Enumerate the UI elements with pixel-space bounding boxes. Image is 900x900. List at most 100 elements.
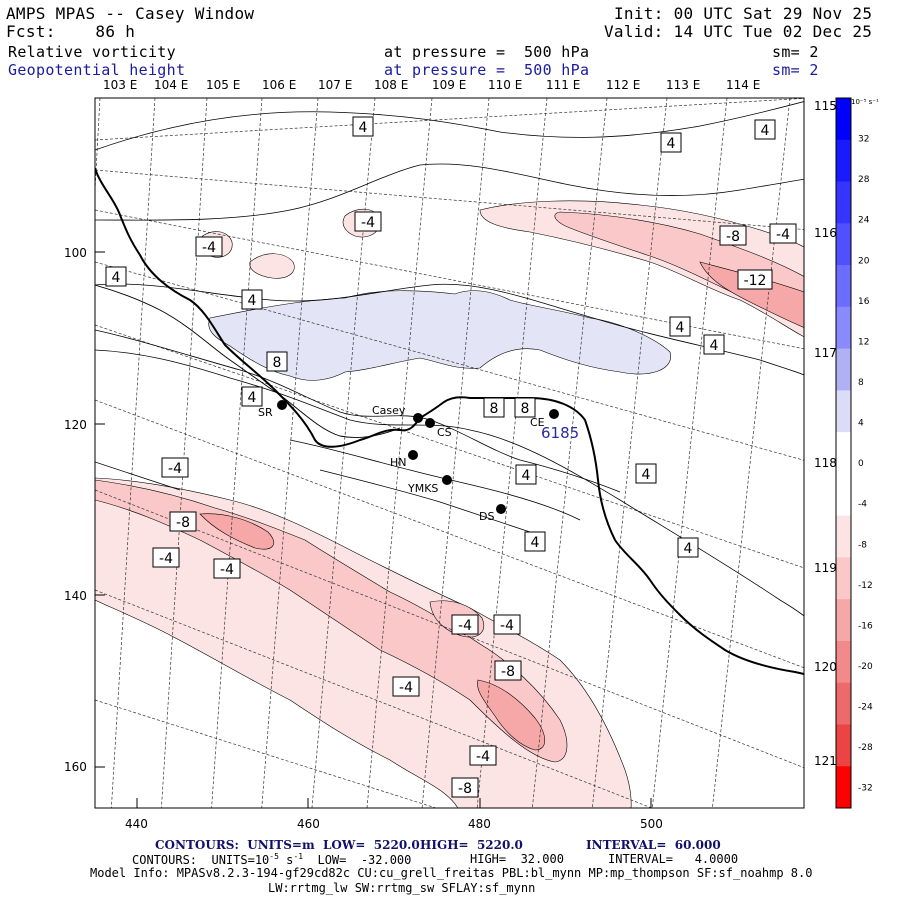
svg-text:4: 4 xyxy=(642,467,651,483)
vorticity-contour-interval: INTERVAL= 4.0000 xyxy=(608,852,739,866)
svg-text:4: 4 xyxy=(710,338,719,354)
vorticity-contour-info: CONTOURS: UNITS=10-5 s-1 LOW= -32.000 xyxy=(132,852,411,867)
vort-units-s: s xyxy=(278,853,294,867)
colorbar-tick-label: -8 xyxy=(858,540,867,550)
lon-label: 112 E xyxy=(606,78,640,92)
contour-label: -4 xyxy=(213,558,241,579)
contour-label: 4 xyxy=(352,116,374,137)
colorbar-tick-label: -12 xyxy=(858,581,873,591)
colorbar-swatch xyxy=(836,306,851,350)
positive-vorticity-region xyxy=(208,290,671,381)
field2-name: Geopotential height xyxy=(8,61,186,79)
contour-label: -4 xyxy=(769,223,797,244)
contour-label: -4 xyxy=(161,457,189,478)
svg-text:8: 8 xyxy=(490,401,499,417)
colorbar-tick-label: -28 xyxy=(858,743,873,753)
lon-label: 108 E xyxy=(374,78,408,92)
svg-text:-4: -4 xyxy=(361,215,375,231)
colorbar-tick-label: 32 xyxy=(858,135,869,145)
lon-label: 111 E xyxy=(546,78,580,92)
colorbar-tick-label: 28 xyxy=(858,175,870,185)
colorbar-tick-label: 8 xyxy=(858,378,864,388)
station-label: HN xyxy=(390,456,407,469)
stations: SR Casey CS HN YMKS DS CE 6185 xyxy=(258,400,579,523)
svg-text:-8: -8 xyxy=(458,781,472,797)
station-marker xyxy=(408,450,418,460)
lon-label: 114 E xyxy=(726,78,760,92)
y-tick-label: 140 xyxy=(64,589,87,603)
contour-label: -4 xyxy=(451,614,479,635)
svg-text:-4: -4 xyxy=(776,227,790,243)
vorticity-contour-high: HIGH= 32.000 xyxy=(470,852,564,866)
colorbar-tick-label: 12 xyxy=(858,337,869,347)
colorbar-tick-label: -16 xyxy=(858,621,873,631)
colorbar-swatch xyxy=(836,223,851,266)
x-tick-label: 460 xyxy=(297,817,320,831)
vort-units-exp: -5 xyxy=(269,852,279,861)
colorbar-swatch xyxy=(836,724,851,767)
height-contour-high: HIGH= 5220.0 xyxy=(420,838,523,852)
contour-label: 4 xyxy=(660,132,682,153)
svg-text:4: 4 xyxy=(112,270,121,286)
contour-labels: 4 4 -4 -4 4 4 -4 -8 -12 4 4 4 8 4 8 8 -4… xyxy=(105,116,797,798)
station-label: CE xyxy=(530,416,545,429)
colorbar-swatch xyxy=(836,98,851,141)
lon-label: 109 E xyxy=(432,78,466,92)
colorbar-unit: 10⁻⁵ s⁻¹ xyxy=(851,98,879,106)
lon-label: 106 E xyxy=(262,78,296,92)
contour-label: 4 xyxy=(703,334,725,355)
station-label: DS xyxy=(479,510,494,523)
lon-label: 105 E xyxy=(206,78,240,92)
contour-label: -12 xyxy=(737,269,773,290)
contour-label: 8 xyxy=(266,351,288,372)
contour-label: -8 xyxy=(169,511,197,532)
station-marker xyxy=(413,413,423,423)
colorbar-tick-label: 4 xyxy=(858,419,864,429)
colorbar-swatch xyxy=(836,473,851,517)
contour-label: -8 xyxy=(494,660,522,681)
left-axis: 100 120 140 160 xyxy=(64,246,105,774)
colorbar-tick-label: 24 xyxy=(858,216,870,226)
svg-text:8: 8 xyxy=(273,355,282,371)
field1-level: at pressure = 500 hPa xyxy=(384,43,590,61)
svg-text:-4: -4 xyxy=(159,551,173,567)
contour-label: 8 xyxy=(483,397,505,418)
contour-label: 4 xyxy=(754,119,776,140)
colorbar-swatch xyxy=(836,557,851,600)
svg-text:-8: -8 xyxy=(176,515,190,531)
contour-label: 8 xyxy=(514,397,536,418)
svg-text:4: 4 xyxy=(684,541,693,557)
contour-label: -4 xyxy=(152,547,180,568)
vort-units-exp2: -1 xyxy=(293,852,304,861)
model-info-2: LW:rrtmg_lw SW:rrtmg_sw SFLAY:sf_mynn xyxy=(268,881,536,895)
contour-label: -4 xyxy=(493,614,521,635)
y-tick-label: 100 xyxy=(64,246,87,260)
svg-text:-4: -4 xyxy=(500,618,514,634)
contour-label: 4 xyxy=(105,266,127,287)
contour-label: -4 xyxy=(354,211,382,232)
contour-label: 4 xyxy=(677,537,699,558)
station-label: CS xyxy=(437,426,452,439)
plot-frame xyxy=(94,97,805,809)
negative-vorticity-blob xyxy=(249,253,295,279)
height-contour-interval-value: INTERVAL= 60.000 xyxy=(586,838,721,852)
colorbar-swatch xyxy=(836,432,851,475)
colorbar-swatch xyxy=(836,139,851,183)
svg-text:8: 8 xyxy=(521,401,530,417)
lon-label: 110 E xyxy=(488,78,522,92)
contour-label: 4 xyxy=(524,531,546,552)
contour-label: 4 xyxy=(241,386,263,407)
contour-label: -4 xyxy=(469,745,497,766)
svg-text:-8: -8 xyxy=(501,664,515,680)
colorbar-swatch xyxy=(836,348,851,391)
svg-text:-4: -4 xyxy=(168,461,182,477)
colorbar-swatch xyxy=(836,599,851,642)
bottom-axis: 440 460 480 500 xyxy=(125,798,663,831)
station-marker xyxy=(549,409,559,419)
plot-title: AMPS MPAS -- Casey Window xyxy=(6,4,255,23)
vort-low: LOW= -32.000 xyxy=(303,853,412,867)
station-marker xyxy=(425,418,435,428)
graticule xyxy=(95,98,804,808)
svg-text:-8: -8 xyxy=(726,229,740,245)
station-code-label: 6185 xyxy=(541,424,579,442)
